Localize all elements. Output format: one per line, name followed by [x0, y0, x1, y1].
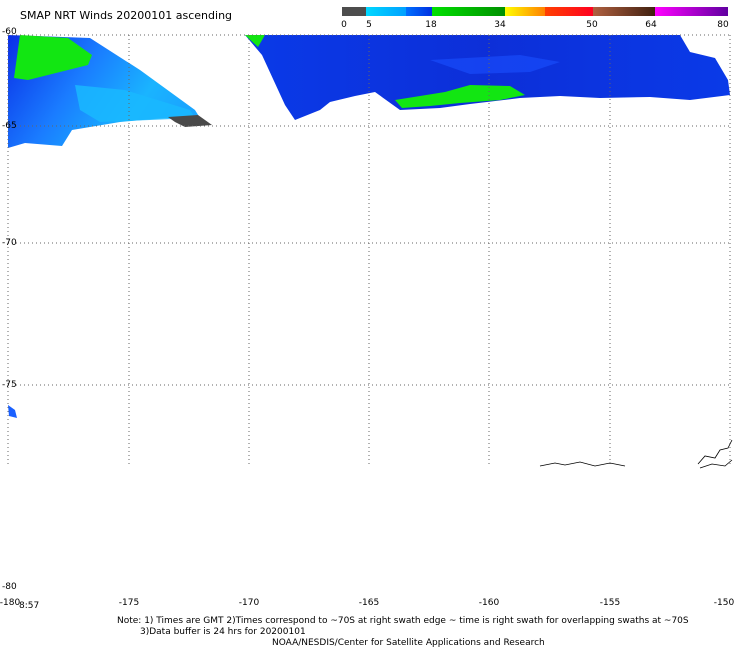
colorbar-segment-storm: [545, 7, 593, 16]
note-line-2: 3)Data buffer is 24 hrs for 20200101: [140, 627, 306, 637]
lat-label-60: -60: [2, 27, 17, 37]
lon-label-150: -150: [713, 598, 735, 608]
credit-line: NOAA/NESDIS/Center for Satellite Applica…: [272, 638, 545, 648]
colorbar-segment-light: [366, 7, 406, 16]
map-title: SMAP NRT Winds 20200101 ascending: [20, 9, 233, 22]
lat-label-65: -65: [2, 121, 17, 131]
colorbar-label-0: 0: [341, 20, 347, 30]
swath-time-label: 8:57: [19, 601, 40, 611]
colorbar-segment-extreme: [655, 7, 728, 16]
colorbar-label-64: 64: [645, 20, 657, 30]
colorbar-segment-strong: [432, 7, 505, 16]
lower-left-wind-fragment: [8, 405, 17, 418]
map-gridlines: [7, 34, 731, 465]
right-strong-wind-area: [395, 85, 525, 108]
right-strong-wind-patch: [245, 35, 265, 47]
colorbar-label-80: 80: [717, 20, 729, 30]
left-strong-wind-area: [14, 35, 92, 80]
colorbar-segment-moderate: [406, 7, 432, 16]
lat-label-75: -75: [2, 380, 17, 390]
lat-label-80: -80: [2, 582, 17, 592]
coastline: [539, 439, 733, 469]
left-light-wind-area: [75, 85, 195, 122]
right-light-wind-area: [430, 55, 560, 74]
note-line-1: Note: 1) Times are GMT 2)Times correspon…: [117, 616, 689, 626]
lon-label-175: -175: [118, 598, 140, 608]
wind-speed-colorbar: [342, 7, 728, 16]
colorbar-segment-gale: [505, 7, 545, 16]
colorbar-segment-calm: [342, 7, 366, 16]
lon-label-170: -170: [238, 598, 260, 608]
lon-label-180: -180: [0, 598, 21, 608]
left-calm-wind-area: [168, 115, 212, 127]
colorbar-label-5: 5: [366, 20, 372, 30]
colorbar-segment-hurricane: [593, 7, 655, 16]
colorbar-label-18: 18: [425, 20, 437, 30]
lon-label-155: -155: [599, 598, 621, 608]
lat-label-70: -70: [2, 238, 17, 248]
right-wind-swath: [245, 35, 730, 120]
colorbar-label-50: 50: [586, 20, 598, 30]
lon-label-165: -165: [358, 598, 380, 608]
lon-label-160: -160: [478, 598, 500, 608]
colorbar-label-34: 34: [494, 20, 506, 30]
